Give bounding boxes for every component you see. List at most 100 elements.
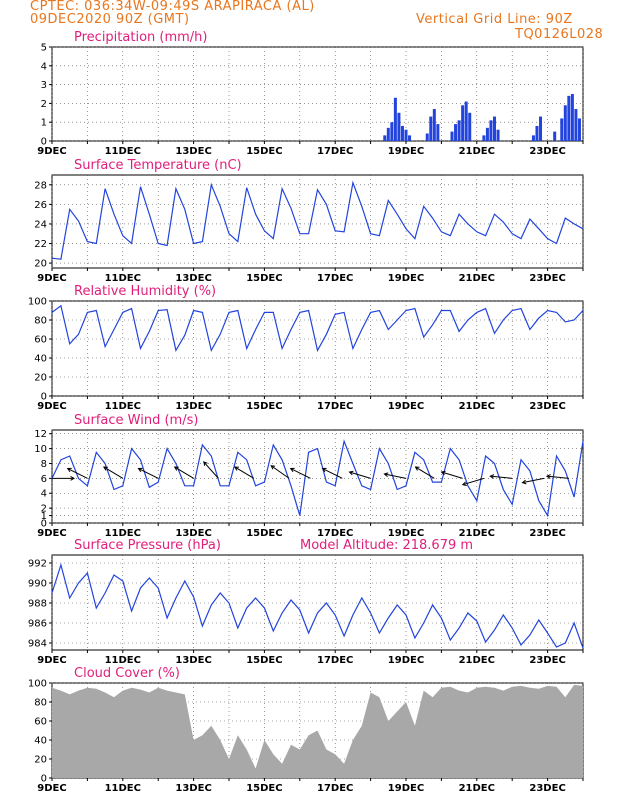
pres-ytick-label: 986 <box>28 619 47 630</box>
wind-ytick-label: 0 <box>41 519 47 530</box>
pres-title: Surface Pressure (hPa) <box>74 538 221 553</box>
precip-title: Precipitation (mm/h) <box>74 30 207 45</box>
wind-arrow <box>67 468 88 479</box>
cloud-xtick-label: 15DEC <box>246 783 282 794</box>
wind-frame <box>51 429 584 524</box>
wind-arrow <box>138 468 159 479</box>
wind-arrowhead <box>66 467 72 473</box>
temp-ytick-label: 20 <box>34 259 47 270</box>
precip-bar <box>489 120 493 141</box>
wind-xtick-label: 13DEC <box>175 528 211 539</box>
wind-ytick-label: 8 <box>41 459 47 470</box>
rh-ytick-label: 20 <box>34 373 47 384</box>
wind-ytick-label: 12 <box>34 429 47 440</box>
precip-bar <box>553 131 557 141</box>
wind-arrowhead <box>521 479 527 485</box>
cloud-xtick-label: 23DEC <box>529 783 565 794</box>
wind-arrowhead <box>489 474 495 479</box>
rh-ytick-label: 100 <box>28 297 47 308</box>
cloud-ytick-label: 60 <box>34 717 47 728</box>
precip-ytick-label: 2 <box>41 99 47 110</box>
temp-ytick-label: 24 <box>34 219 47 230</box>
wind-arrow <box>322 468 343 479</box>
precip-xtick-label: 15DEC <box>246 146 282 157</box>
wind-ytick-label: 2 <box>41 504 47 515</box>
wind-arrowhead <box>102 466 108 471</box>
precip-xtick-label: 21DEC <box>459 146 495 157</box>
pres-ytick-label: 992 <box>28 559 47 570</box>
precip-bar <box>482 135 486 141</box>
temp-panel: 20 22 24 26 28 9DEC 11DEC 13DEC 15DEC 17DEC 19DEC 2… <box>34 158 584 284</box>
precip-bar <box>397 112 401 141</box>
precip-bar <box>574 109 578 141</box>
cloud-area <box>52 684 583 778</box>
wind-arrowhead <box>70 475 76 481</box>
pres-line <box>51 562 584 649</box>
precip-bar <box>393 97 397 141</box>
pres-xtick-label: 15DEC <box>246 655 282 666</box>
precip-xtick-label: 9DEC <box>37 146 66 157</box>
wind-arrow <box>490 475 513 479</box>
wind-xtick-label: 9DEC <box>37 528 66 539</box>
temp-xtick-label: 17DEC <box>317 273 353 284</box>
wind-arrow <box>462 477 485 486</box>
wind-arrowhead <box>440 470 446 476</box>
pres-xtick-label: 11DEC <box>105 655 141 666</box>
pres-xtick-label: 9DEC <box>37 655 66 666</box>
wind-arrow <box>290 468 311 479</box>
precip-xtick-label: 13DEC <box>175 146 211 157</box>
wind-arrow <box>270 465 290 479</box>
precip-bar <box>386 127 390 141</box>
wind-ytick-label: 1 <box>41 511 47 522</box>
precip-ytick-label: 5 <box>41 43 47 54</box>
wind-arrow <box>203 461 219 479</box>
wind-arrow <box>174 466 194 479</box>
wind-title: Surface Wind (m/s) <box>74 413 198 428</box>
rh-ytick-label: 80 <box>34 316 47 327</box>
cloud-xtick-label: 21DEC <box>459 783 495 794</box>
pres-model-altitude: Model Altitude: 218.679 m <box>300 538 473 553</box>
precip-bar <box>450 131 454 141</box>
wind-arrow <box>349 471 371 479</box>
precip-ytick-label: 0 <box>41 137 47 148</box>
precip-panel: 0 1 2 3 4 5 9DEC 11DEC 13DEC 15DEC 17DEC 19DEC 21DEC… <box>37 30 584 157</box>
precip-bar <box>535 125 539 141</box>
precip-bar <box>493 116 496 141</box>
rh-xtick-label: 9DEC <box>37 401 66 412</box>
cloud-title: Cloud Cover (%) <box>74 666 180 681</box>
temp-line <box>51 180 584 260</box>
wind-ytick-label: 6 <box>41 474 47 485</box>
wind-arrowhead <box>203 461 208 466</box>
header-run-date: 09DEC2020 90Z (GMT) <box>30 12 190 27</box>
wind-arrow <box>415 466 435 479</box>
precip-bar <box>468 112 472 141</box>
rh-xtick-label: 11DEC <box>105 401 141 412</box>
precip-bar <box>496 129 500 141</box>
wind-arrow <box>234 466 255 479</box>
wind-arrowhead <box>137 467 143 473</box>
cloud-ytick-label: 20 <box>34 755 47 766</box>
precip-xtick-label: 23DEC <box>529 146 565 157</box>
precip-bar <box>560 118 564 141</box>
pres-frame <box>51 554 584 651</box>
precip-frame <box>51 46 584 142</box>
rh-ytick-label: 60 <box>34 335 47 346</box>
wind-ytick-label: 4 <box>41 489 47 500</box>
temp-xtick-label: 11DEC <box>105 273 141 284</box>
pres-ytick-label: 990 <box>28 579 47 590</box>
header-station: CPTEC: 036:34W-09:49S ARAPIRACA (AL) <box>30 0 315 14</box>
wind-arrow <box>384 473 407 479</box>
precip-bar <box>390 122 394 141</box>
precip-bar <box>461 105 465 141</box>
wind-arrowhead <box>461 481 467 486</box>
pres-xtick-label: 13DEC <box>175 655 211 666</box>
wind-arrow <box>522 477 545 484</box>
pres-xtick-label: 19DEC <box>388 655 424 666</box>
precip-bar <box>485 127 489 141</box>
precip-xtick-label: 19DEC <box>388 146 424 157</box>
rh-panel: 0 20 40 60 80 100 9DEC 11DEC 13DEC 15DEC 17DEC 19DE… <box>28 284 584 412</box>
rh-xtick-label: 17DEC <box>317 401 353 412</box>
wind-arrowhead <box>348 470 354 476</box>
